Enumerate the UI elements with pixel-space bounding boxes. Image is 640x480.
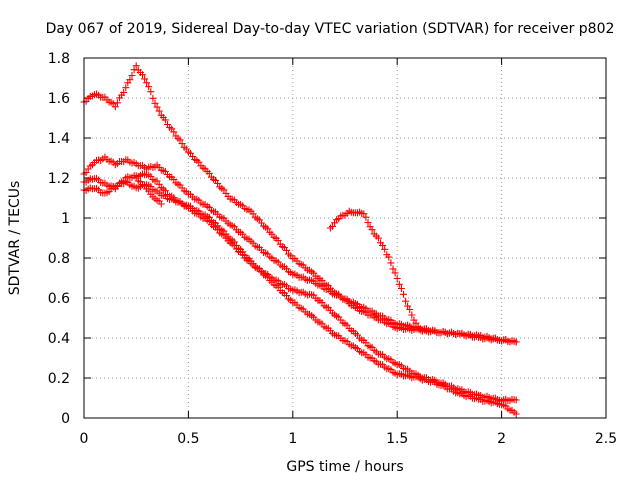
data-point	[143, 79, 151, 87]
data-point	[381, 245, 389, 253]
y-tick-label: 1	[61, 211, 70, 227]
y-tick-label: 1.4	[48, 131, 70, 147]
series-track-4	[80, 178, 520, 418]
data-point	[387, 259, 395, 267]
data-point	[132, 62, 140, 70]
data-point	[412, 319, 420, 327]
plot-frame	[83, 57, 607, 419]
data-point	[113, 99, 121, 107]
y-tick-label: 1.2	[48, 171, 70, 187]
data-point	[161, 116, 169, 124]
data-point	[374, 234, 382, 242]
x-tick-label: 1	[288, 431, 297, 447]
data-point	[408, 311, 416, 319]
data-point	[364, 219, 372, 226]
data-point	[283, 246, 290, 254]
data-point	[139, 71, 146, 79]
series-track-3	[80, 170, 520, 405]
data-point	[393, 275, 401, 282]
data-point	[230, 238, 238, 246]
data-point	[195, 158, 203, 166]
y-axis-title: SDTVAR / TECUs	[7, 181, 23, 296]
y-tick-label: 1.8	[48, 51, 70, 67]
data-point	[512, 410, 520, 418]
data-point	[239, 248, 247, 256]
x-tick-label: 2.5	[595, 431, 617, 447]
data-point	[170, 128, 178, 136]
data-point	[512, 396, 520, 404]
data-point	[389, 265, 397, 273]
data-point	[128, 72, 136, 79]
data-point	[178, 140, 186, 148]
data-point	[205, 169, 213, 177]
y-tick-label: 0.8	[48, 251, 70, 267]
x-tick-label: 0.5	[177, 431, 199, 447]
data-point	[274, 237, 282, 244]
data-point	[368, 226, 376, 234]
data-point	[329, 222, 336, 230]
data-point	[141, 75, 149, 83]
data-point	[149, 94, 157, 102]
data-point	[402, 297, 410, 305]
series-short-track-b	[326, 207, 432, 336]
data-point	[120, 89, 128, 96]
data-point	[385, 253, 393, 261]
data-point	[153, 103, 161, 111]
data-point	[425, 328, 432, 336]
axis-ticks: 0 0.2 0.4 0.6 0.8 1 1.2 1.4 1.6 1.8 0 0.5 1 1.5 2 2.5	[48, 51, 617, 447]
grid	[84, 58, 606, 418]
data-point	[176, 136, 184, 144]
data-point	[391, 269, 399, 277]
data-point	[400, 290, 407, 298]
data-series	[80, 62, 520, 418]
data-point	[155, 107, 163, 115]
data-point	[157, 200, 165, 208]
y-tick-label: 0	[61, 411, 70, 427]
x-tick-label: 2	[497, 431, 506, 447]
x-tick-label: 0	[80, 431, 89, 447]
data-point	[145, 83, 153, 91]
data-point	[406, 306, 414, 313]
data-point	[397, 285, 405, 292]
series-short-track-a	[132, 174, 165, 208]
y-tick-label: 0.4	[48, 331, 70, 347]
data-point	[395, 280, 403, 288]
data-point	[126, 76, 134, 84]
chart-title: Day 067 of 2019, Sidereal Day-to-day VTE…	[46, 21, 615, 37]
series-track-1	[80, 62, 520, 346]
y-tick-label: 0.2	[48, 371, 70, 387]
data-point	[151, 99, 159, 107]
data-point	[362, 213, 370, 221]
series-track-2	[80, 153, 520, 346]
data-point	[379, 242, 387, 249]
data-point	[512, 338, 520, 346]
y-tick-label: 1.6	[48, 91, 70, 107]
data-point	[122, 84, 130, 92]
x-tick-label: 1.5	[386, 431, 408, 447]
data-point	[147, 88, 155, 96]
y-tick-label: 0.6	[48, 291, 70, 307]
data-point	[111, 103, 119, 111]
x-axis-title: GPS time / hours	[286, 459, 403, 475]
